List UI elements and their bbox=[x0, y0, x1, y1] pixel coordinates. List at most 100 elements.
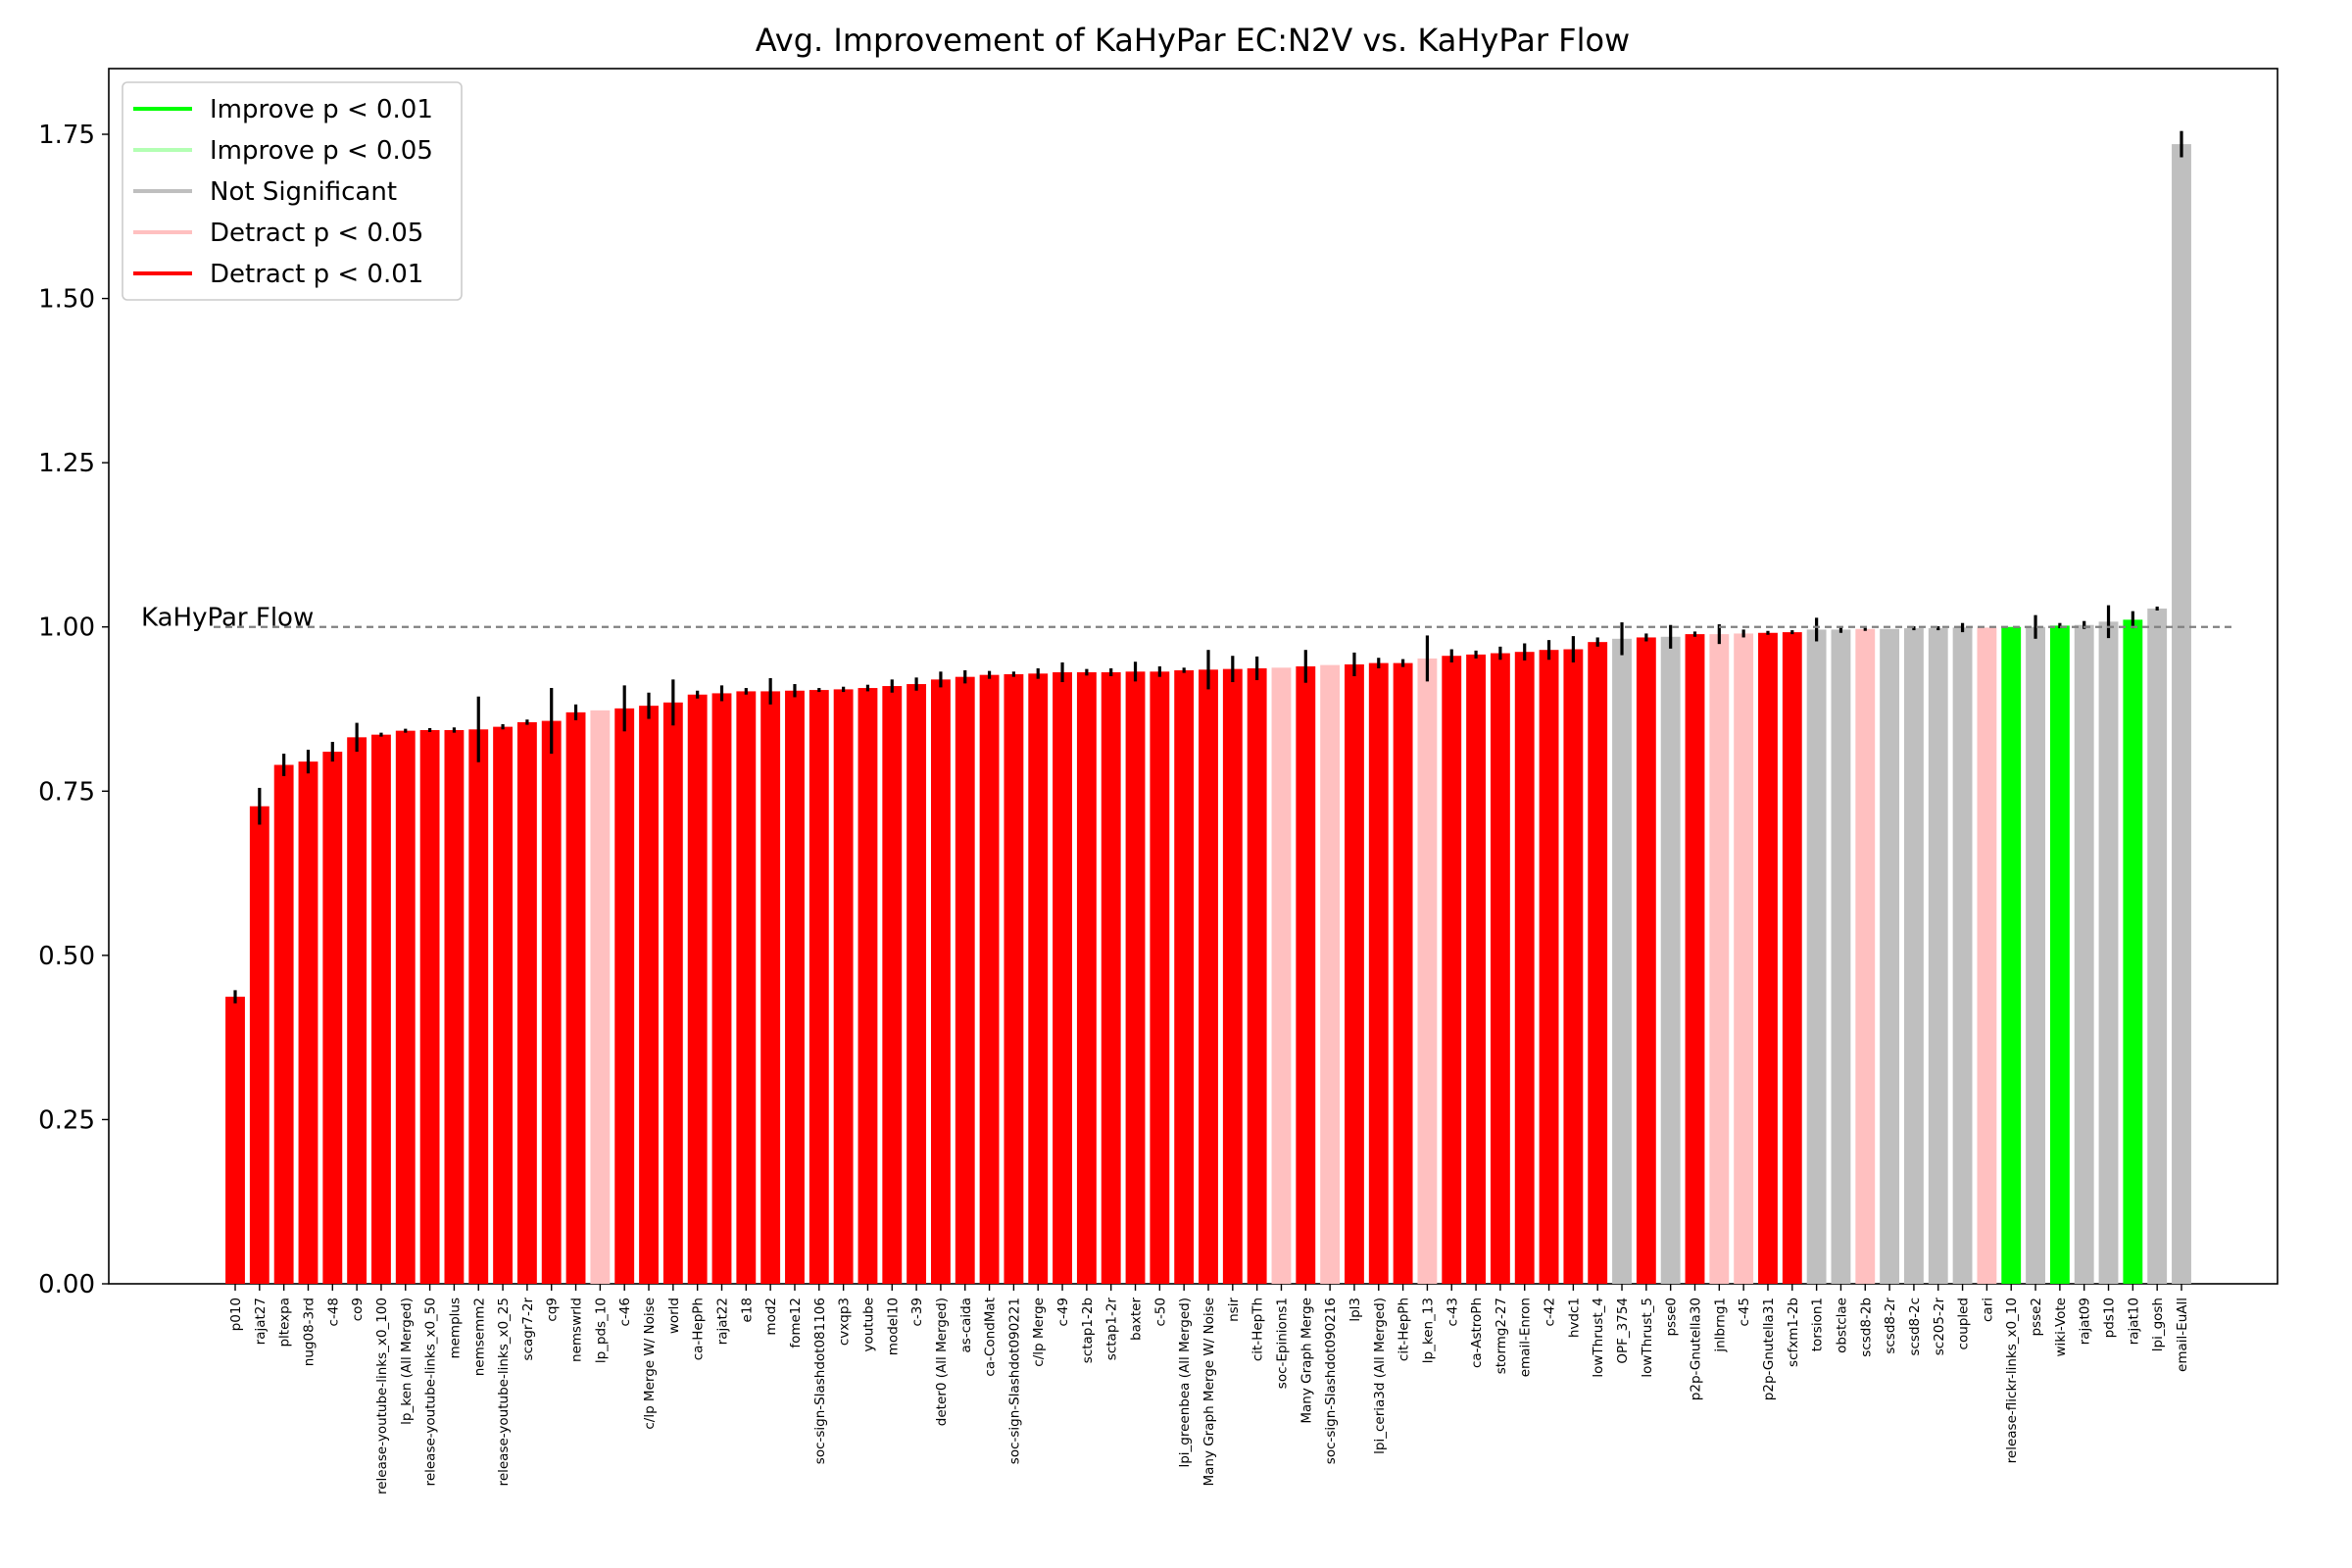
bar bbox=[1028, 673, 1049, 1284]
x-tick-label: email-Enron bbox=[1518, 1298, 1534, 1377]
bar bbox=[1222, 668, 1243, 1284]
bar bbox=[662, 702, 683, 1284]
x-tick-label: lpi_greenbea (All Merged) bbox=[1177, 1298, 1193, 1468]
x-tick-label: coupled bbox=[1956, 1298, 1972, 1349]
bar bbox=[1903, 628, 1924, 1284]
bar bbox=[1150, 671, 1170, 1284]
bar bbox=[785, 690, 805, 1284]
bar bbox=[1758, 632, 1778, 1284]
x-tick-label: co9 bbox=[350, 1298, 366, 1321]
bar bbox=[1539, 650, 1559, 1284]
bar bbox=[1393, 662, 1413, 1284]
bar bbox=[979, 674, 1000, 1284]
x-tick-label: pltexpa bbox=[277, 1298, 293, 1348]
bar bbox=[882, 686, 903, 1284]
y-tick-label: 1.75 bbox=[38, 121, 95, 150]
bar bbox=[1466, 654, 1486, 1284]
bar bbox=[1782, 632, 1802, 1284]
bar bbox=[736, 691, 757, 1284]
bar bbox=[1320, 664, 1341, 1284]
x-tick-label: as-caida bbox=[958, 1298, 974, 1352]
bar bbox=[1442, 656, 1462, 1284]
x-tick-label: scsd8-2b bbox=[1858, 1298, 1874, 1357]
bar bbox=[2147, 608, 2168, 1284]
bar bbox=[1101, 671, 1121, 1284]
bar bbox=[298, 761, 318, 1284]
reference-line-label: KaHyPar Flow bbox=[141, 604, 314, 633]
x-tick-label: pds10 bbox=[2102, 1298, 2118, 1338]
x-tick-label: jnlbrng1 bbox=[1712, 1298, 1728, 1353]
x-tick-label: sctap1-2r bbox=[1104, 1298, 1120, 1361]
bar bbox=[1636, 637, 1656, 1284]
bar bbox=[1709, 634, 1730, 1284]
x-tick-label: sctap1-2b bbox=[1080, 1298, 1096, 1363]
bar bbox=[1296, 665, 1316, 1284]
x-tick-label: nug08-3rd bbox=[301, 1298, 317, 1366]
x-tick-label: c-45 bbox=[1737, 1298, 1752, 1326]
y-axis: 0.00 0.25 0.50 0.75 1.00 1.25 1.50 1.75 bbox=[38, 121, 109, 1299]
x-tick-label: lpi_gosh bbox=[2150, 1298, 2166, 1351]
bar bbox=[1053, 671, 1072, 1284]
bar bbox=[395, 730, 416, 1284]
x-tick-label: p2p-Gnutella30 bbox=[1689, 1298, 1704, 1400]
bar bbox=[2026, 626, 2045, 1284]
x-tick-label: lp_ken (All Merged) bbox=[399, 1298, 415, 1425]
legend-label: Improve p < 0.01 bbox=[210, 95, 433, 124]
x-tick-label: soc-sign-Slashdot081106 bbox=[812, 1298, 828, 1464]
x-tick-label: c-42 bbox=[1543, 1298, 1558, 1326]
x-tick-label: email-EuAll bbox=[2175, 1298, 2190, 1372]
bar bbox=[541, 720, 562, 1284]
x-tick-label: e18 bbox=[739, 1298, 755, 1322]
y-tick-label: 0.50 bbox=[38, 942, 95, 971]
x-tick-label: lp_pds_10 bbox=[593, 1298, 609, 1363]
y-tick-label: 0.75 bbox=[38, 777, 95, 807]
x-tick-label: rajat22 bbox=[715, 1298, 731, 1345]
x-tick-label: release-youtube-links_x0_50 bbox=[423, 1298, 439, 1486]
bar bbox=[1125, 671, 1146, 1284]
bar bbox=[1855, 628, 1876, 1284]
x-tick-label: c/lp Merge W/ Noise bbox=[642, 1298, 658, 1430]
x-tick-label: mod2 bbox=[763, 1298, 779, 1336]
legend-label: Not Significant bbox=[210, 177, 397, 207]
bar bbox=[1952, 627, 1973, 1284]
x-tick-label: ca-CondMat bbox=[983, 1298, 999, 1377]
x-tick-label: nemswrld bbox=[569, 1298, 585, 1362]
bar bbox=[322, 752, 343, 1284]
bar bbox=[1514, 652, 1535, 1284]
x-tick-label: cit-HepPh bbox=[1396, 1298, 1412, 1361]
x-axis: p010 rajat27 pltexpa nug08-3rd c-48 co9 releas… bbox=[228, 1284, 2190, 1494]
x-tick-label: Many Graph Merge bbox=[1298, 1298, 1314, 1424]
x-tick-label: soc-sign-Slashdot090221 bbox=[1006, 1298, 1022, 1464]
x-tick-label: rajat10 bbox=[2126, 1298, 2141, 1345]
x-tick-label: obstclae bbox=[1834, 1298, 1849, 1353]
bar bbox=[955, 676, 975, 1284]
bar bbox=[1247, 667, 1267, 1284]
x-tick-label: torsion1 bbox=[1810, 1298, 1826, 1351]
bar bbox=[1563, 649, 1584, 1284]
bar bbox=[2172, 144, 2191, 1285]
bar bbox=[249, 806, 270, 1284]
bar bbox=[1417, 658, 1438, 1284]
x-tick-label: nsir bbox=[1226, 1298, 1242, 1322]
x-tick-label: ca-AstroPh bbox=[1469, 1298, 1485, 1368]
x-tick-label: psse0 bbox=[1664, 1298, 1680, 1337]
bar bbox=[419, 729, 440, 1284]
bar bbox=[2123, 619, 2143, 1284]
x-tick-label: psse2 bbox=[2029, 1298, 2044, 1337]
bar bbox=[1880, 628, 1900, 1284]
x-tick-label: ca-HepPh bbox=[691, 1298, 707, 1360]
x-tick-label: OPF_3754 bbox=[1615, 1298, 1631, 1364]
bar bbox=[347, 737, 368, 1284]
x-tick-label: c-48 bbox=[325, 1298, 341, 1326]
x-tick-label: rajat27 bbox=[253, 1298, 269, 1345]
legend-label: Improve p < 0.05 bbox=[210, 136, 433, 166]
bar bbox=[639, 706, 659, 1284]
bar bbox=[906, 684, 927, 1284]
bar bbox=[833, 689, 854, 1284]
x-tick-label: c-39 bbox=[909, 1298, 925, 1326]
x-tick-label: release-youtube-links_x0_25 bbox=[496, 1298, 512, 1486]
bar bbox=[2074, 624, 2094, 1284]
x-tick-label: c-50 bbox=[1152, 1298, 1168, 1326]
bar bbox=[808, 690, 829, 1284]
